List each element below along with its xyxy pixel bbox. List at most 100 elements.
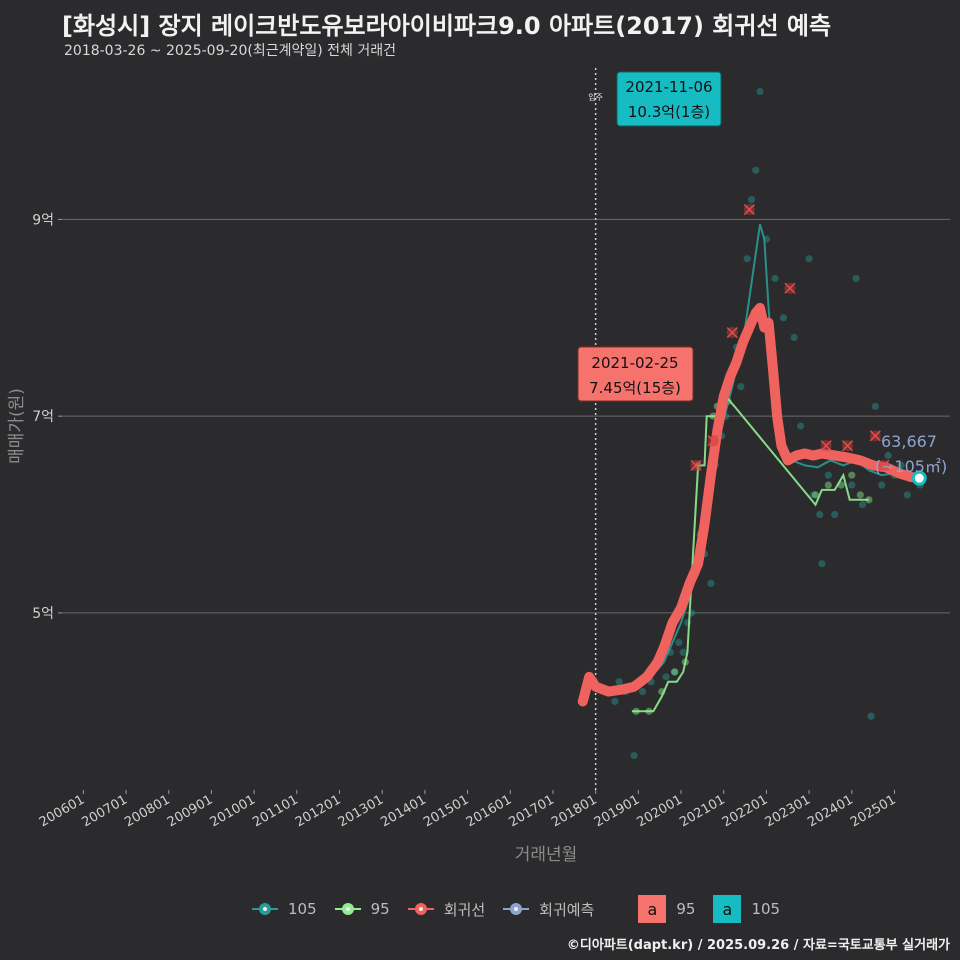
prediction-area-label: (~105㎡) bbox=[875, 457, 947, 476]
x-tick-label: 200901 bbox=[165, 792, 215, 830]
outlier-cross bbox=[726, 327, 738, 339]
outlier-cross bbox=[690, 459, 702, 471]
x-tick-label: 202301 bbox=[763, 792, 813, 830]
x-tick-label: 202201 bbox=[720, 792, 770, 830]
legend-box-105[interactable]: a 105 bbox=[713, 895, 780, 923]
point-105 bbox=[790, 333, 798, 342]
point-105 bbox=[756, 87, 764, 96]
x-axis-title: 거래년월 bbox=[515, 845, 578, 865]
prediction-price-label: 63,667 bbox=[881, 432, 937, 451]
legend-label-prediction: 회귀예측 bbox=[539, 900, 595, 919]
y-tick-label: 9억 bbox=[32, 212, 54, 228]
y-axis-title: 매매가(원) bbox=[7, 388, 27, 464]
outlier-cross bbox=[842, 440, 854, 452]
y-tick-label: 7억 bbox=[32, 409, 54, 425]
y-tick-label: 5억 bbox=[32, 606, 54, 622]
point-95 bbox=[671, 668, 679, 676]
line-105 bbox=[612, 224, 919, 693]
point-105 bbox=[662, 673, 670, 681]
regression-line bbox=[577, 302, 917, 707]
legend-label-95: 95 bbox=[370, 900, 390, 918]
point-105 bbox=[816, 510, 824, 519]
page-subtitle: 2018-03-26 ~ 2025-09-20(최근계약일) 전체 거래건 bbox=[64, 43, 396, 59]
point-105 bbox=[630, 751, 638, 760]
x-tick-label: 201501 bbox=[421, 792, 471, 830]
legend-box-label-95: 95 bbox=[676, 900, 696, 918]
point-105 bbox=[878, 481, 886, 489]
legend-symbol-95 bbox=[334, 899, 361, 919]
x-tick-label: 201301 bbox=[336, 792, 386, 830]
outlier-cross bbox=[707, 435, 719, 447]
point-105 bbox=[679, 648, 687, 656]
point-105 bbox=[818, 560, 826, 568]
point-105 bbox=[675, 638, 683, 647]
outlier-cross bbox=[743, 204, 755, 216]
x-tick-label: 200801 bbox=[122, 792, 172, 830]
legend-box-label-105: 105 bbox=[751, 900, 781, 918]
x-tick-label: 200701 bbox=[80, 792, 130, 830]
point-105 bbox=[743, 255, 751, 263]
legend-item-regression[interactable]: 회귀선 bbox=[407, 899, 486, 920]
point-105 bbox=[796, 422, 805, 430]
x-tick-label: 200601 bbox=[37, 792, 87, 830]
legend-box-glyph-95: a bbox=[638, 895, 667, 923]
point-105 bbox=[805, 255, 813, 263]
legend-symbol-prediction bbox=[503, 899, 530, 919]
point-105 bbox=[903, 491, 911, 499]
x-tick-label: 201101 bbox=[250, 792, 300, 830]
prediction-point bbox=[911, 470, 927, 486]
x-tick-label: 201801 bbox=[549, 792, 599, 830]
point-105 bbox=[884, 451, 892, 460]
legend-label-regression: 회귀선 bbox=[443, 900, 486, 919]
point-95 bbox=[856, 491, 864, 499]
annotation-95-box bbox=[577, 346, 694, 402]
x-tick-label: 202001 bbox=[635, 792, 685, 830]
x-tick-label: 202501 bbox=[848, 792, 898, 830]
outlier-cross bbox=[784, 282, 796, 294]
point-105 bbox=[779, 314, 788, 322]
outlier-cross bbox=[869, 430, 881, 442]
point-105 bbox=[737, 383, 745, 391]
x-tick-label: 201901 bbox=[592, 792, 642, 830]
x-tick-label: 201701 bbox=[506, 792, 556, 830]
point-105 bbox=[871, 402, 879, 410]
point-105 bbox=[639, 688, 647, 696]
point-105 bbox=[615, 678, 623, 686]
point-105 bbox=[824, 471, 832, 479]
point-105 bbox=[831, 510, 839, 519]
legend-item-prediction[interactable]: 회귀예측 bbox=[503, 899, 594, 920]
point-105 bbox=[897, 461, 905, 469]
point-105 bbox=[867, 712, 875, 720]
point-105 bbox=[809, 491, 817, 499]
legend-box-95[interactable]: a 95 bbox=[638, 895, 695, 923]
point-105 bbox=[752, 166, 760, 174]
legend-box-glyph-105: a bbox=[713, 895, 742, 923]
move-in-label: 입주 bbox=[588, 93, 603, 102]
x-tick-label: 202101 bbox=[677, 792, 727, 830]
x-tick-label: 201001 bbox=[208, 792, 258, 830]
point-105 bbox=[858, 501, 867, 509]
point-105 bbox=[611, 697, 619, 706]
point-105 bbox=[852, 274, 860, 283]
legend-item-105[interactable]: 105 bbox=[252, 899, 317, 919]
point-95 bbox=[848, 471, 856, 479]
line-95 bbox=[631, 394, 869, 713]
annotation-95-value: 7.45억(15층) bbox=[589, 379, 681, 397]
legend-item-95[interactable]: 95 bbox=[334, 899, 390, 919]
x-tick-label: 202401 bbox=[805, 792, 855, 830]
page-title: [화성시] 장지 레이크반도유보라아이비파크9.0 아파트(2017) 회귀선 … bbox=[62, 12, 832, 40]
legend-label-105: 105 bbox=[288, 900, 317, 918]
point-105 bbox=[707, 579, 715, 588]
point-95 bbox=[824, 481, 832, 489]
annotation-max-box bbox=[616, 71, 722, 127]
point-105 bbox=[747, 196, 756, 204]
footer-credit: ©디아파트(dapt.kr) / 2025.09.26 / 자료=국토교통부 실… bbox=[566, 938, 950, 953]
annotation-max-value: 10.3억(1층) bbox=[628, 103, 710, 121]
x-tick-label: 201401 bbox=[378, 792, 428, 830]
point-105 bbox=[848, 481, 856, 489]
legend: 105 95 회귀선 회귀예측 a 95 a 105 bbox=[252, 895, 798, 923]
point-105 bbox=[671, 668, 679, 676]
point-105 bbox=[771, 274, 779, 283]
legend-symbol-regression bbox=[407, 899, 434, 919]
